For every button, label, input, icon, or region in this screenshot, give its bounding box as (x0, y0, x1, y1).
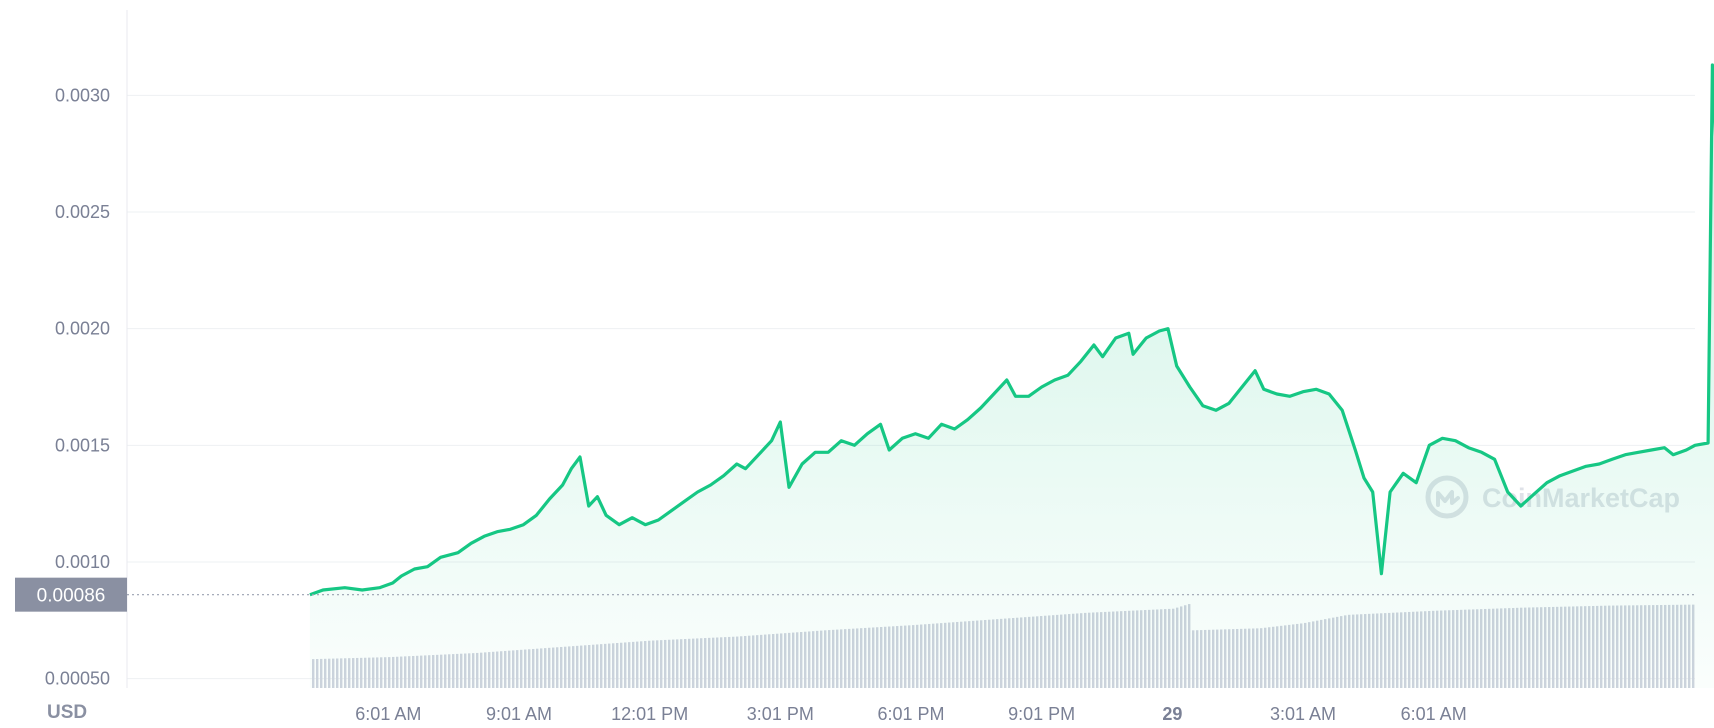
currency-unit-label: USD (47, 702, 87, 723)
x-tick-label: 9:01 AM (486, 704, 552, 724)
x-axis-ticks: 6:01 AM 9:01 AM 12:01 PM 3:01 PM 6:01 PM 9:01… (355, 704, 1466, 724)
price-line (309, 63, 1714, 597)
x-tick-label: 3:01 AM (1270, 704, 1336, 724)
x-tick-label: 12:01 PM (611, 704, 688, 724)
x-tick-label: 9:01 PM (1008, 704, 1075, 724)
price-area (309, 65, 1714, 688)
x-tick-label: 6:01 AM (1401, 704, 1467, 724)
current-price-label: 0.00086 (37, 586, 106, 607)
y-tick-label: 0.0025 (55, 202, 110, 222)
y-tick-label: 0.00050 (45, 669, 110, 689)
x-tick-label: 29 (1162, 704, 1182, 724)
y-tick-label: 0.0010 (55, 552, 110, 572)
y-tick-label: 0.0030 (55, 85, 110, 105)
y-tick-label: 0.0020 (55, 319, 110, 339)
y-tick-label: 0.0015 (55, 435, 110, 455)
x-tick-label: 6:01 AM (355, 704, 421, 724)
y-axis-ticks: 0.0030 0.0025 0.0020 0.0015 0.0010 0.00050 (45, 85, 110, 688)
current-price-tag: 0.00086 (15, 577, 127, 612)
x-tick-label: 6:01 PM (877, 704, 944, 724)
x-tick-label: 3:01 PM (747, 704, 814, 724)
